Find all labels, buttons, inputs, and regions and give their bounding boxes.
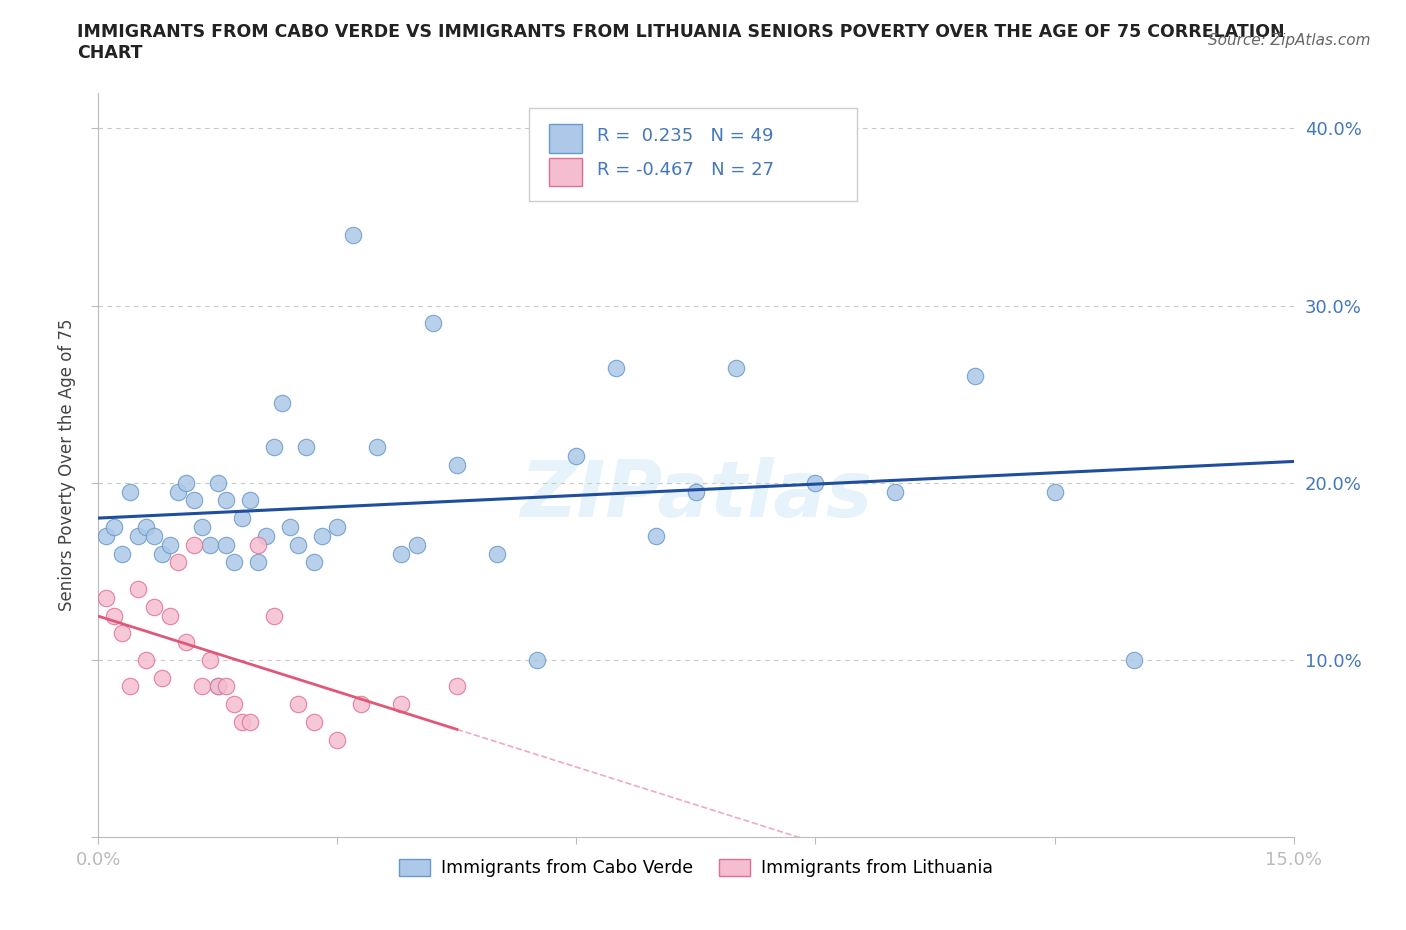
Text: ZIPatlas: ZIPatlas xyxy=(520,457,872,533)
Point xyxy=(96,591,118,605)
Point xyxy=(246,538,269,552)
Point xyxy=(127,528,149,543)
Point xyxy=(120,485,142,499)
Point xyxy=(270,395,292,410)
Point xyxy=(127,581,149,596)
Point xyxy=(103,520,125,535)
Point xyxy=(174,475,197,490)
Point xyxy=(183,538,205,552)
FancyBboxPatch shape xyxy=(548,125,582,153)
Point xyxy=(207,679,229,694)
Point xyxy=(159,608,181,623)
Point xyxy=(135,520,157,535)
Point xyxy=(143,599,166,614)
Y-axis label: Seniors Poverty Over the Age of 75: Seniors Poverty Over the Age of 75 xyxy=(58,319,76,611)
Point xyxy=(174,634,197,649)
Point xyxy=(120,679,142,694)
Text: R = -0.467   N = 27: R = -0.467 N = 27 xyxy=(596,161,773,179)
Point xyxy=(526,653,548,668)
Point xyxy=(111,546,134,561)
Point xyxy=(246,555,269,570)
Point xyxy=(389,546,412,561)
Point xyxy=(1043,485,1066,499)
FancyBboxPatch shape xyxy=(548,158,582,186)
Point xyxy=(804,475,827,490)
Point xyxy=(231,714,253,729)
Point xyxy=(167,555,190,570)
Point xyxy=(406,538,429,552)
Point xyxy=(198,538,221,552)
Point xyxy=(342,227,364,242)
Text: IMMIGRANTS FROM CABO VERDE VS IMMIGRANTS FROM LITHUANIA SENIORS POVERTY OVER THE: IMMIGRANTS FROM CABO VERDE VS IMMIGRANTS… xyxy=(77,23,1285,41)
FancyBboxPatch shape xyxy=(529,108,858,201)
Point xyxy=(366,440,388,455)
Point xyxy=(191,679,214,694)
Point xyxy=(350,697,373,711)
Point xyxy=(326,732,349,747)
Point xyxy=(215,538,238,552)
Point xyxy=(963,369,986,384)
Point xyxy=(278,520,301,535)
Point xyxy=(183,493,205,508)
Point xyxy=(207,475,229,490)
Point xyxy=(191,520,214,535)
Point xyxy=(198,653,221,668)
Point xyxy=(263,608,285,623)
Point xyxy=(287,538,309,552)
Point xyxy=(96,528,118,543)
Legend: Immigrants from Cabo Verde, Immigrants from Lithuania: Immigrants from Cabo Verde, Immigrants f… xyxy=(392,852,1000,884)
Point xyxy=(565,448,588,463)
Point xyxy=(167,485,190,499)
Point xyxy=(150,546,173,561)
Point xyxy=(207,679,229,694)
Text: CHART: CHART xyxy=(77,44,143,61)
Point xyxy=(103,608,125,623)
Point xyxy=(239,493,262,508)
Point xyxy=(645,528,668,543)
Text: R =  0.235   N = 49: R = 0.235 N = 49 xyxy=(596,127,773,145)
Point xyxy=(215,493,238,508)
Point xyxy=(254,528,277,543)
Point xyxy=(685,485,707,499)
Point xyxy=(302,714,325,729)
Point xyxy=(222,697,245,711)
Point xyxy=(446,458,468,472)
Point xyxy=(135,653,157,668)
Point xyxy=(446,679,468,694)
Point xyxy=(724,360,747,375)
Point xyxy=(389,697,412,711)
Point xyxy=(302,555,325,570)
Point xyxy=(294,440,316,455)
Point xyxy=(311,528,333,543)
Point xyxy=(605,360,627,375)
Point xyxy=(231,511,253,525)
Point xyxy=(1123,653,1146,668)
Point xyxy=(239,714,262,729)
Point xyxy=(326,520,349,535)
Point xyxy=(422,316,444,331)
Point xyxy=(884,485,907,499)
Point xyxy=(150,671,173,685)
Text: Source: ZipAtlas.com: Source: ZipAtlas.com xyxy=(1208,33,1371,47)
Point xyxy=(263,440,285,455)
Point xyxy=(215,679,238,694)
Point xyxy=(159,538,181,552)
Point xyxy=(143,528,166,543)
Point xyxy=(222,555,245,570)
Point xyxy=(485,546,508,561)
Point xyxy=(111,626,134,641)
Point xyxy=(287,697,309,711)
